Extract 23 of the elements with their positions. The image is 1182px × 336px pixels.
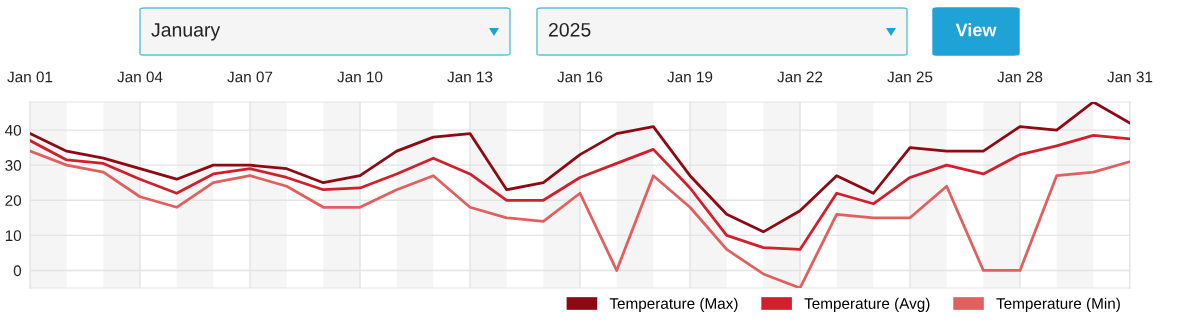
text: View <box>955 23 997 37</box>
line-series <box>30 133 1130 251</box>
y-tick-label: 10 <box>5 230 22 242</box>
y-tick-label: 20 <box>5 195 22 206</box>
legend-label: Temperature (Avg) <box>804 297 930 312</box>
text: January <box>151 23 221 41</box>
x-tick-label: Jan 10 <box>337 71 383 83</box>
y-tick-label: 30 <box>5 160 22 171</box>
x-tick-label: Jan 25 <box>887 71 933 83</box>
x-tick-label: Jan 04 <box>117 71 163 83</box>
text: 2025 <box>548 22 591 37</box>
legend-label: Temperature (Max) <box>609 297 738 312</box>
y-tick-label: 40 <box>5 124 22 136</box>
x-tick-label: Jan 16 <box>557 71 603 83</box>
x-tick-label: Jan 13 <box>447 71 493 83</box>
y-tick-label: 0 <box>13 265 22 277</box>
x-tick-label: Jan 28 <box>997 71 1043 83</box>
x-tick-label: Jan 31 <box>1107 71 1153 83</box>
x-tick-label: Jan 19 <box>667 71 713 83</box>
x-tick-label: Jan 01 <box>7 71 53 83</box>
x-tick-label: Jan 07 <box>227 71 273 83</box>
legend-label: Temperature (Min) <box>996 297 1120 312</box>
x-tick-label: Jan 22 <box>777 71 823 83</box>
